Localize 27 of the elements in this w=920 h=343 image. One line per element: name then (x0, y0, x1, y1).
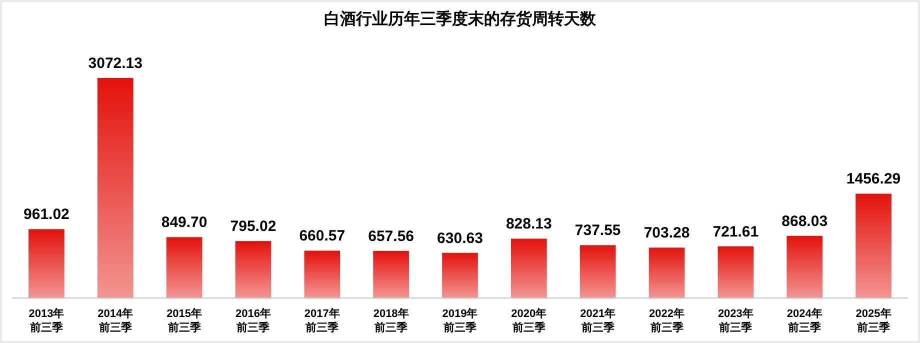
x-tick-label: 2022年前三季 (649, 307, 685, 334)
data-label: 961.02 (24, 206, 70, 224)
data-label: 849.70 (161, 214, 208, 232)
data-label: 703.28 (644, 224, 690, 242)
data-label: 868.03 (782, 212, 828, 230)
chart-title: 白酒行业历年三季度末的存货周转天数 (324, 9, 597, 28)
data-label: 657.56 (368, 228, 414, 245)
x-tick-label: 2018年前三季 (373, 307, 409, 334)
x-tick-label: 2019年前三季 (442, 307, 478, 334)
data-label: 737.55 (574, 222, 621, 240)
x-tick-label: 2016年前三季 (235, 307, 271, 334)
x-tick-label: 2021年前三季 (580, 307, 616, 334)
x-tick-label: 2023年前三季 (718, 307, 754, 334)
x-tick-label: 2024年前三季 (786, 307, 822, 334)
x-tick-label: 2014年前三季 (98, 307, 134, 334)
x-tick-label: 2025年前三季 (856, 307, 892, 334)
data-label: 1456.29 (846, 170, 901, 188)
data-label: 795.02 (230, 218, 276, 236)
x-tick-label: 2013年前三季 (28, 307, 64, 334)
x-tick-label: 2015年前三季 (166, 307, 202, 334)
data-label: 630.63 (437, 230, 483, 247)
data-label: 660.57 (299, 228, 346, 245)
data-label: 721.61 (712, 223, 759, 240)
data-label: 828.13 (506, 216, 552, 233)
x-tick-label: 2017年前三季 (304, 307, 340, 334)
x-tick-label: 2020年前三季 (511, 307, 547, 334)
data-label: 3072.13 (88, 55, 142, 72)
